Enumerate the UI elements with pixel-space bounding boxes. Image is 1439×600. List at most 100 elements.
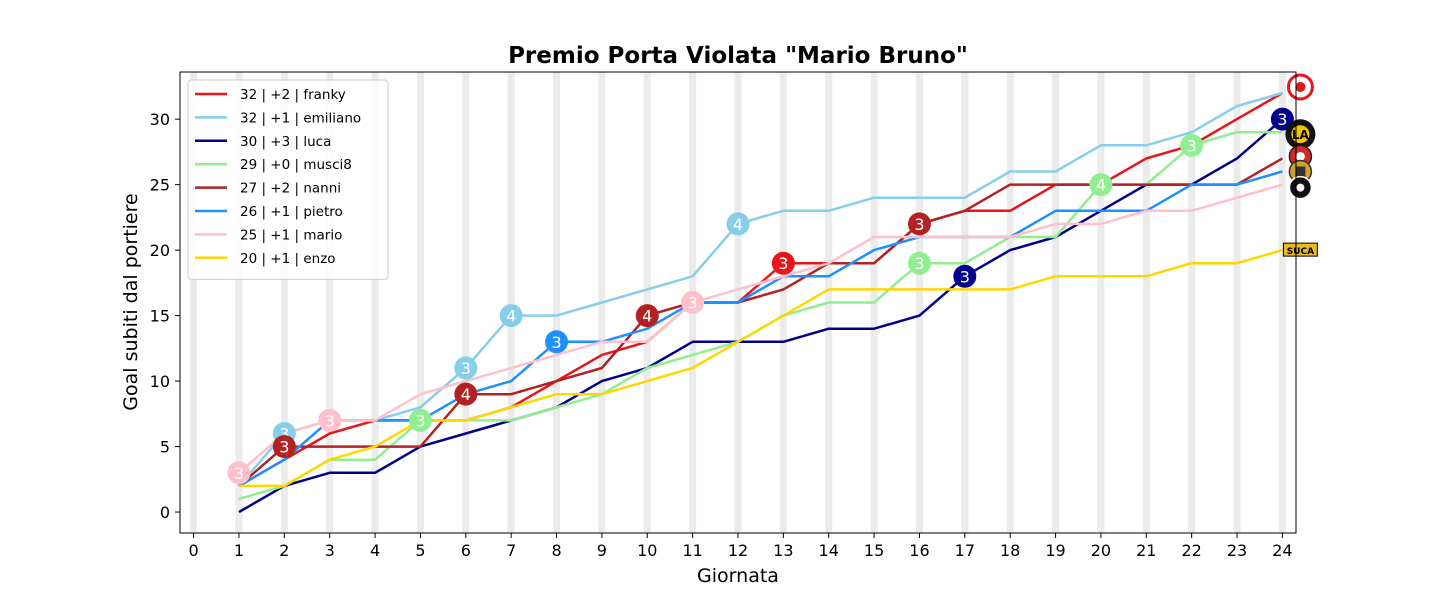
x-tick-label: 11 <box>682 541 702 560</box>
x-tick-label: 9 <box>597 541 607 560</box>
grid-band <box>961 72 969 533</box>
x-tick-label: 2 <box>279 541 289 560</box>
y-axis-label: Goal subiti dal portiere <box>120 193 142 410</box>
grid-band <box>462 72 470 533</box>
point-marker-label: 4 <box>733 215 743 234</box>
point-marker-nanni <box>907 212 931 236</box>
x-tick-label: 21 <box>1136 541 1156 560</box>
y-tick-label: 30 <box>150 110 170 129</box>
point-marker-franky <box>771 251 795 275</box>
point-marker-emiliano <box>454 356 478 380</box>
x-tick-label: 14 <box>819 541 839 560</box>
point-marker-nanni <box>454 382 478 406</box>
point-marker-label: 3 <box>914 254 924 273</box>
x-tick-label: 3 <box>325 541 335 560</box>
y-tick-label: 0 <box>160 503 170 522</box>
point-marker-label: 3 <box>279 438 289 457</box>
x-tick-label: 24 <box>1272 541 1292 560</box>
x-tick-label: 20 <box>1091 541 1111 560</box>
point-marker-label: 3 <box>415 411 425 430</box>
grid-band <box>371 72 379 533</box>
x-tick-label: 4 <box>370 541 380 560</box>
grid-band <box>507 72 515 533</box>
grid-band <box>280 72 288 533</box>
x-tick-label: 5 <box>415 541 425 560</box>
team-badge-text: SUCA <box>1287 247 1314 257</box>
point-marker-emiliano <box>499 304 523 328</box>
x-tick-label: 10 <box>637 541 657 560</box>
y-tick-label: 10 <box>150 372 170 391</box>
legend-label-franky: 32 | +2 | franky <box>240 87 346 103</box>
x-tick-label: 18 <box>1000 541 1020 560</box>
y-tick-label: 20 <box>150 241 170 260</box>
point-marker-label: 3 <box>461 359 471 378</box>
point-marker-label: 3 <box>688 294 698 313</box>
team-badge-enzo <box>1282 242 1318 257</box>
point-marker-musci8 <box>1180 133 1204 157</box>
grid-band <box>1097 72 1105 533</box>
x-tick-label: 8 <box>551 541 561 560</box>
series-line-luca <box>238 118 1284 514</box>
team-badge-inner <box>1295 81 1306 92</box>
point-marker-label: 3 <box>1187 136 1197 155</box>
grid-band <box>643 72 651 533</box>
x-tick-label: 7 <box>506 541 516 560</box>
grid-band <box>190 72 198 533</box>
point-marker-nanni <box>272 435 296 459</box>
y-tick-label: 25 <box>150 176 170 195</box>
chart-title: Premio Porta Violata "Mario Bruno" <box>508 43 968 69</box>
x-tick-label: 16 <box>909 541 929 560</box>
series-line-enzo <box>239 248 1283 488</box>
point-marker-label: 3 <box>234 464 244 483</box>
point-marker-label: 3 <box>1277 110 1287 129</box>
point-marker-label: 4 <box>1096 176 1106 195</box>
point-marker-label: 3 <box>325 411 335 430</box>
legend-label-emiliano: 32 | +1 | emiliano <box>240 110 361 126</box>
x-tick-label: 12 <box>728 541 748 560</box>
point-marker-mario <box>681 291 705 314</box>
x-tick-label: 1 <box>234 541 244 560</box>
point-marker-musci8 <box>408 408 432 432</box>
legend-label-luca: 30 | +3 | luca <box>240 134 331 150</box>
series-line-nanni <box>238 157 1284 487</box>
y-tick-label: 15 <box>150 307 170 326</box>
series-line-musci8 <box>238 130 1283 501</box>
point-marker-label: 4 <box>642 307 652 326</box>
team-badge-inner <box>1295 166 1306 177</box>
point-marker-label: 3 <box>279 424 289 443</box>
point-marker-label: 3 <box>914 215 924 234</box>
point-marker-mario <box>227 461 251 485</box>
point-marker-label: 3 <box>551 333 561 352</box>
series-line-emiliano <box>238 91 1283 487</box>
x-tick-label: 22 <box>1181 541 1201 560</box>
grid-band <box>915 72 923 533</box>
grid-band <box>1233 72 1241 533</box>
legend-label-mario: 25 | +1 | mario <box>240 227 342 243</box>
grid-band <box>235 72 243 533</box>
x-tick-label: 6 <box>461 541 471 560</box>
team-badge-inner <box>1295 151 1305 161</box>
point-marker-musci8 <box>1089 173 1113 197</box>
legend-label-musci8: 29 | +0 | musci8 <box>240 157 352 173</box>
grid-band <box>416 72 424 533</box>
grid-band <box>779 72 787 533</box>
point-marker-luca <box>1270 107 1294 131</box>
point-marker-label: 3 <box>960 267 970 286</box>
legend-label-enzo: 20 | +1 | enzo <box>240 251 336 267</box>
x-tick-label: 0 <box>189 541 199 560</box>
team-badge-inner <box>1296 183 1305 192</box>
y-tick-label: 5 <box>160 438 170 457</box>
grid-band <box>1188 72 1196 533</box>
point-marker-nanni <box>635 304 659 328</box>
point-marker-label: 3 <box>778 254 788 273</box>
x-tick-label: 19 <box>1045 541 1065 560</box>
x-tick-label: 15 <box>864 541 884 560</box>
legend-label-pietro: 26 | +1 | pietro <box>240 204 343 220</box>
grid-band <box>326 72 334 533</box>
grid-band <box>553 72 561 533</box>
x-tick-label: 13 <box>773 541 793 560</box>
point-marker-mario <box>318 408 342 432</box>
point-marker-pietro <box>545 330 569 354</box>
